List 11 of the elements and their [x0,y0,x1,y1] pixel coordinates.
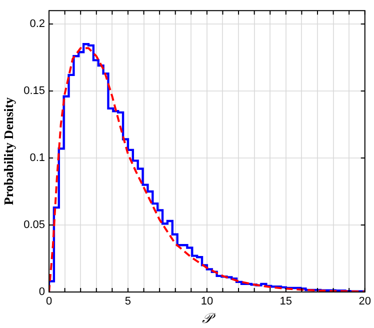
y-tick-label: 0.1 [30,152,46,164]
y-tick-label: 0.15 [24,85,46,98]
y-tick-label: 0.05 [24,219,46,232]
x-tick-label: 10 [200,296,214,308]
x-tick-label: 20 [358,296,372,308]
y-tick-label: 0 [38,286,46,298]
x-tick-label: 15 [280,296,292,308]
x-axis-title: 𝒫 [202,311,216,328]
x-tick-label: 5 [124,296,132,308]
y-tick-label: 0.2 [30,18,46,30]
y-axis-title: Probability Density [1,96,16,206]
